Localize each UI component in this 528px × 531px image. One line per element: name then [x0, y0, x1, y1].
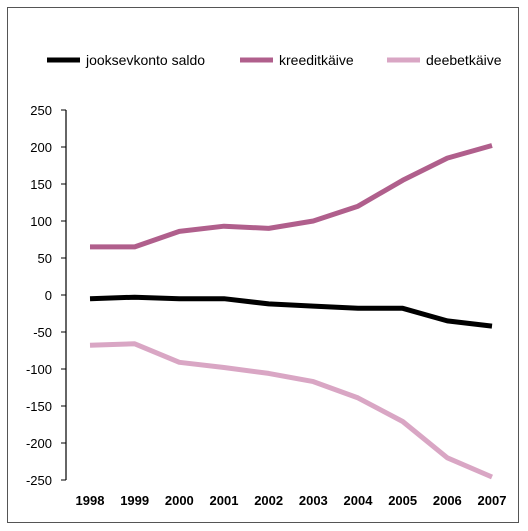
chart-frame [7, 7, 519, 523]
x-tick-label: 1999 [120, 493, 149, 508]
legend: jooksevkonto saldo kreeditkäive deebetkäiv… [47, 52, 502, 68]
legend-label: kreeditkäive [279, 52, 354, 68]
series-line-1 [89, 294, 493, 329]
x-tick-label: 2004 [344, 493, 374, 508]
x-tick-label: 2007 [478, 493, 507, 508]
series-line-2 [90, 143, 493, 250]
legend-label: deebetkäive [426, 52, 502, 68]
series-layer [89, 143, 493, 480]
y-tick-label: 150 [30, 177, 52, 192]
x-axis: 1998 1999 2000 2001 2002 2003 2004 2005 2006 2007 [76, 493, 507, 508]
y-tick-label: 250 [30, 103, 52, 118]
x-tick-label: 2002 [254, 493, 283, 508]
y-axis: 250 200 150 100 50 0 -50 -100 -150 -200 -250 [26, 103, 67, 488]
y-tick-label: 0 [45, 288, 52, 303]
y-tick-label: -200 [26, 436, 52, 451]
y-tick-label: -100 [26, 362, 52, 377]
x-tick-label: 2001 [210, 493, 239, 508]
y-tick-label: 100 [30, 214, 52, 229]
x-tick-label: 2000 [165, 493, 194, 508]
x-tick-label: 2003 [299, 493, 328, 508]
y-tick-label: -50 [33, 325, 52, 340]
x-tick-label: 2005 [388, 493, 417, 508]
legend-label: jooksevkonto saldo [85, 52, 205, 68]
y-tick-label: -250 [26, 473, 52, 488]
series-line-3 [89, 341, 493, 480]
y-tick-label: -150 [26, 399, 52, 414]
y-tick-label: 200 [30, 140, 52, 155]
x-tick-label: 2006 [433, 493, 462, 508]
y-tick-label: 50 [38, 251, 52, 266]
x-tick-label: 1998 [76, 493, 105, 508]
